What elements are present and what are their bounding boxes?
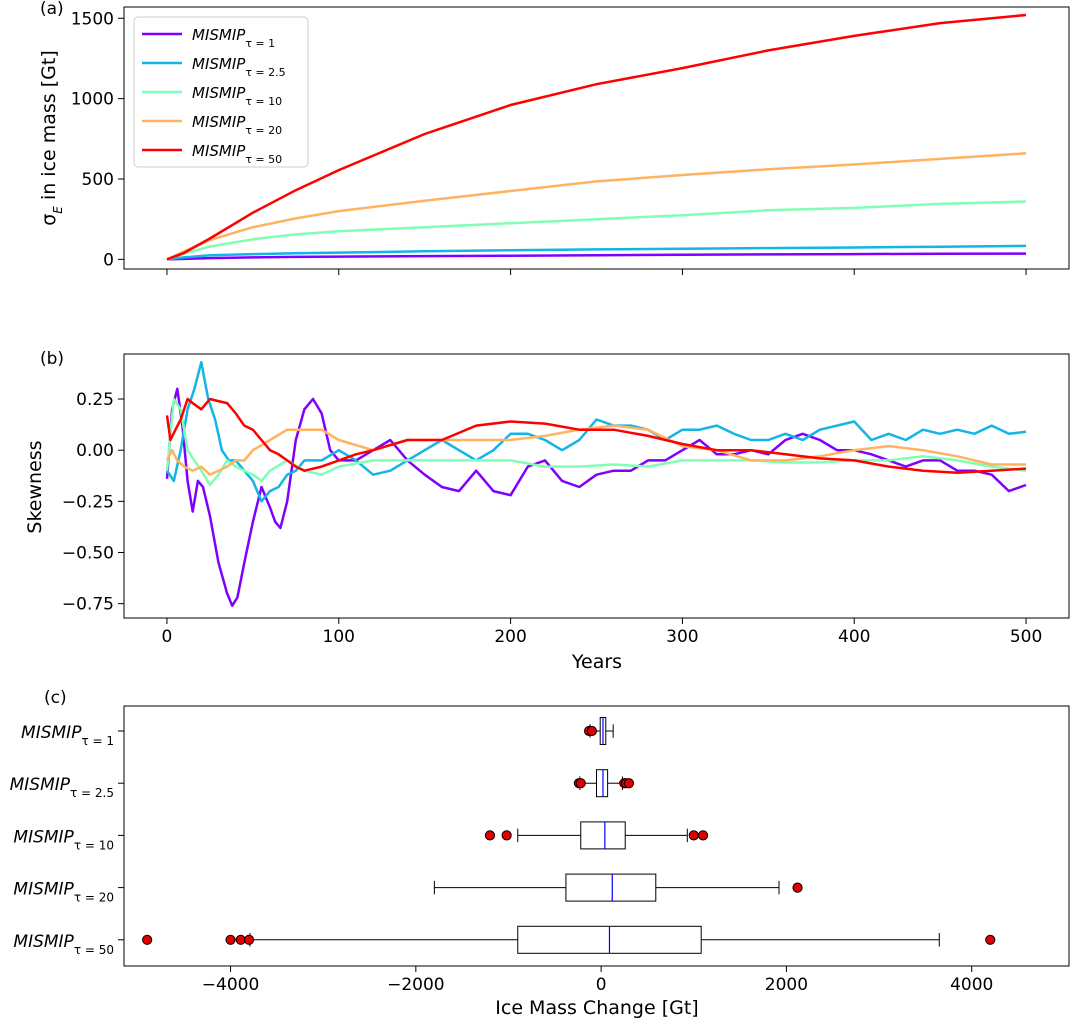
outlier-point xyxy=(688,830,699,841)
boxplot-20 xyxy=(433,873,803,902)
boxplot-2.5 xyxy=(573,769,635,798)
legend-entry: MISMIPτ = 50 xyxy=(192,142,282,166)
panel-a-frame xyxy=(123,6,1070,270)
series-line-50 xyxy=(165,397,1027,474)
series-line-2.5 xyxy=(166,244,1027,261)
panel-a-series-lines xyxy=(166,13,1027,261)
panel-c-x-tick-label: 0 xyxy=(596,975,607,995)
panel-b-x-tick-label: 200 xyxy=(494,627,526,647)
panel-b-y-ticks: 0.25 0.00 −0.25 −0.50 −0.75 xyxy=(62,390,124,615)
panel-b-y-tick-label: 0.25 xyxy=(76,390,114,410)
outlier-point xyxy=(225,934,236,945)
boxplot-10 xyxy=(484,821,709,850)
legend-entry: MISMIPτ = 10 xyxy=(192,84,282,108)
panel-a-x-ticks xyxy=(166,269,1027,275)
boxplot-1 xyxy=(583,717,614,745)
panel-b-series-lines xyxy=(165,360,1027,607)
panel-a-y-tick-label: 1000 xyxy=(71,90,114,110)
panel-b-x-ticks: 0 100 200 300 400 500 xyxy=(162,618,1042,647)
legend: MISMIPτ = 1 MISMIPτ = 2.5 MISMIPτ = 10 MISM… xyxy=(133,16,309,168)
legend-entry: MISMIPτ = 20 xyxy=(192,113,282,137)
category-label: MISMIPτ = 2.5 xyxy=(10,775,114,800)
legend-entry: MISMIPτ = 2.5 xyxy=(192,55,286,79)
panel-a-y-tick-label: 500 xyxy=(82,170,114,190)
outlier-point xyxy=(697,830,709,841)
outlier-point xyxy=(623,778,635,789)
panel-a: (a) 0 500 1000 1500 σE in ice mass [Gt] MIS… xyxy=(38,0,1070,275)
panel-c-x-ticks: −4000 −2000 0 2000 4000 xyxy=(202,966,993,995)
panel-c-x-tick-label: −4000 xyxy=(202,975,260,995)
panel-c: (c) −4000 −2000 0 2000 4000 MISMIPτ = 1MISMI… xyxy=(10,688,1070,1019)
panel-a-label: (a) xyxy=(40,0,64,19)
box xyxy=(565,873,657,902)
panel-b-x-tick-label: 400 xyxy=(838,627,870,647)
series-line-50 xyxy=(166,13,1027,261)
panel-c-boxplots xyxy=(142,717,996,954)
panel-b-y-tick-label: −0.50 xyxy=(62,544,114,564)
panel-c-label: (c) xyxy=(44,688,67,708)
legend-box xyxy=(133,16,309,168)
panel-a-ylabel: σE in ice mass [Gt] xyxy=(38,50,65,225)
box xyxy=(596,769,609,798)
legend-entry: MISMIPτ = 1 xyxy=(192,26,275,50)
series-line-1 xyxy=(166,252,1027,261)
series-line-20 xyxy=(166,152,1027,261)
panel-b-y-tick-label: −0.25 xyxy=(62,492,114,512)
outlier-point xyxy=(243,934,255,945)
panel-c-x-tick-label: 2000 xyxy=(765,975,808,995)
outlier-point xyxy=(484,830,496,841)
panel-b-y-tick-label: −0.75 xyxy=(62,595,114,615)
panel-c-frame xyxy=(123,705,1070,967)
panel-b-frame xyxy=(123,353,1070,619)
series-line-10 xyxy=(166,200,1027,261)
panel-b-ylabel: Skewness xyxy=(24,440,46,533)
panel-b-x-tick-label: 100 xyxy=(323,627,355,647)
panel-a-y-ticks: 0 500 1000 1500 xyxy=(71,9,124,270)
panel-c-xlabel: Ice Mass Change [Gt] xyxy=(495,997,698,1019)
panel-b-y-tick-label: 0.00 xyxy=(76,441,114,461)
panel-b-xlabel: Years xyxy=(571,651,622,673)
outlier-point xyxy=(235,934,246,945)
panel-b: (b) 0.25 0.00 −0.25 −0.50 −0.75 0 100 200 300 40… xyxy=(24,349,1070,673)
panel-a-y-tick-label: 0 xyxy=(103,250,114,270)
category-label: MISMIPτ = 50 xyxy=(13,932,114,957)
outlier-point xyxy=(586,725,597,737)
panel-c-category-labels: MISMIPτ = 1 MISMIPτ = 2.5 MISMIPτ = 10 MISM… xyxy=(10,723,124,957)
category-label: MISMIPτ = 1 xyxy=(21,723,114,748)
outlier-point xyxy=(501,830,512,841)
series-line-2.5 xyxy=(165,360,1027,503)
boxplot-50 xyxy=(142,925,996,954)
panel-c-x-tick-label: 4000 xyxy=(950,975,993,995)
outlier-point xyxy=(792,882,803,893)
panel-b-x-tick-label: 500 xyxy=(1010,627,1042,647)
panel-b-label: (b) xyxy=(40,349,64,369)
category-label: MISMIPτ = 20 xyxy=(13,880,114,905)
outlier-point xyxy=(142,934,153,945)
category-label: MISMIPτ = 10 xyxy=(13,827,114,852)
series-line-10 xyxy=(165,397,1027,487)
panel-b-x-tick-label: 300 xyxy=(666,627,698,647)
series-line-1 xyxy=(165,387,1027,607)
outlier-point xyxy=(575,778,586,789)
box xyxy=(580,821,626,850)
panel-a-y-tick-label: 1500 xyxy=(71,9,114,29)
outlier-point xyxy=(985,934,996,945)
panel-c-x-tick-label: −2000 xyxy=(387,975,445,995)
panel-b-x-tick-label: 0 xyxy=(162,627,173,647)
